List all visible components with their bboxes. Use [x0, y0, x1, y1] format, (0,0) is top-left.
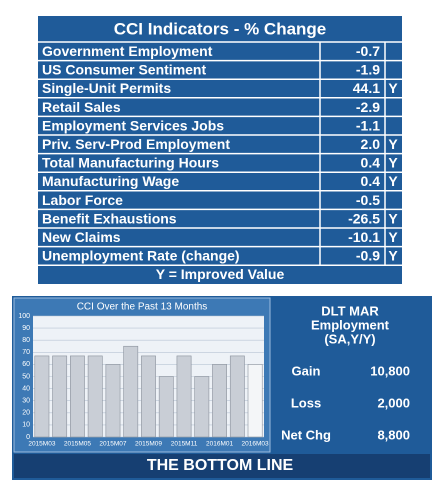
- bar: [34, 355, 50, 438]
- bar: [70, 355, 85, 438]
- improved-flag: Y: [388, 155, 398, 171]
- indicator-value: -1.1: [356, 117, 380, 133]
- panel-label: Loss: [291, 395, 321, 410]
- panel-label: Gain: [292, 363, 321, 378]
- x-tick-label: 2015M03: [28, 441, 55, 448]
- bar: [141, 355, 156, 438]
- bar: [229, 355, 245, 438]
- bar: [105, 364, 121, 438]
- y-tick-label: 60: [22, 361, 30, 368]
- panel-label: Net Chg: [281, 427, 331, 442]
- chart-title: CCI Over the Past 13 Months: [77, 302, 208, 313]
- indicator-value: -2.9: [356, 99, 380, 115]
- panel-value: 2,000: [377, 395, 410, 410]
- panel-title: Employment: [311, 317, 390, 332]
- bar: [194, 376, 210, 438]
- x-tick-label: 2015M11: [171, 441, 198, 448]
- y-tick-label: 90: [22, 325, 30, 332]
- footer: THE BOTTOM LINE: [147, 457, 294, 474]
- indicator-name: New Claims: [42, 229, 121, 245]
- bar: [176, 355, 192, 438]
- indicator-name: Labor Force: [42, 192, 123, 208]
- indicator-name: US Consumer Sentiment: [42, 62, 206, 78]
- indicator-name: Priv. Serv-Prod Employment: [42, 136, 230, 152]
- bar: [52, 355, 68, 438]
- y-tick-label: 80: [22, 337, 30, 344]
- indicator-name: Government Employment: [42, 43, 213, 59]
- indicator-name: Unemployment Rate (change): [42, 248, 240, 264]
- indicator-name: Total Manufacturing Hours: [42, 155, 219, 171]
- x-tick-label: 2016M01: [206, 441, 233, 448]
- bar: [212, 364, 227, 438]
- indicator-name: Retail Sales: [42, 99, 121, 115]
- panel-value: 10,800: [370, 363, 410, 378]
- table-footer: Y = Improved Value: [156, 266, 285, 282]
- panel-value: 8,800: [377, 427, 410, 442]
- y-tick-label: 70: [22, 349, 30, 356]
- y-tick-label: 40: [22, 385, 30, 392]
- indicator-value: -10.1: [348, 229, 380, 245]
- indicator-value: 0.4: [361, 173, 381, 189]
- indicator-value: -0.7: [356, 43, 380, 59]
- x-tick-label: 2015M05: [64, 441, 91, 448]
- indicator-value: -0.5: [356, 192, 380, 208]
- indicator-name: Employment Services Jobs: [42, 117, 224, 133]
- improved-flag: Y: [388, 210, 398, 226]
- x-tick-label: 2015M07: [99, 441, 126, 448]
- improved-flag: Y: [388, 229, 398, 245]
- indicator-value: 44.1: [353, 80, 380, 96]
- y-tick-label: 20: [22, 410, 30, 417]
- improved-flag: Y: [388, 80, 398, 96]
- bar: [123, 345, 139, 438]
- indicator-value: -26.5: [348, 210, 380, 226]
- improved-flag: Y: [388, 136, 398, 152]
- indicator-name: Benefit Exhaustions: [42, 210, 177, 226]
- bar: [158, 376, 174, 438]
- y-tick-label: 30: [22, 398, 30, 405]
- indicator-value: 0.4: [361, 155, 381, 171]
- indicator-value: 2.0: [361, 136, 381, 152]
- indicator-name: Single-Unit Permits: [42, 80, 171, 96]
- improved-flag: Y: [388, 173, 398, 189]
- panel-title: DLT MAR: [321, 303, 379, 318]
- table-title: CCI Indicators - % Change: [114, 19, 327, 38]
- x-tick-label: 2015M09: [135, 441, 162, 448]
- indicator-value: -1.9: [356, 62, 380, 78]
- y-tick-label: 0: [26, 434, 30, 441]
- y-tick-label: 100: [18, 313, 30, 320]
- indicator-name: Manufacturing Wage: [42, 173, 179, 189]
- bar: [247, 364, 263, 438]
- x-tick-label: 2016M03: [242, 441, 269, 448]
- indicator-value: -0.9: [356, 248, 380, 264]
- y-tick-label: 50: [22, 373, 30, 380]
- improved-flag: Y: [388, 248, 398, 264]
- bar: [87, 355, 103, 438]
- y-tick-label: 10: [22, 422, 30, 429]
- panel-title: (SA,Y/Y): [324, 331, 375, 346]
- footer-bar: [14, 454, 430, 478]
